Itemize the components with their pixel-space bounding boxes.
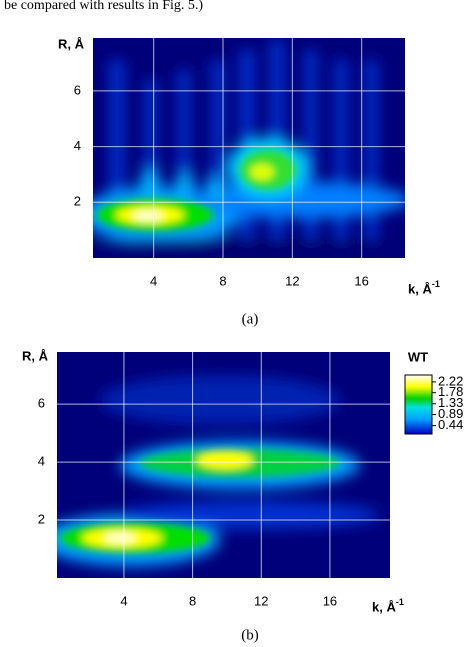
panel-caption: (b) (241, 627, 259, 643)
colorbar-tick-label: 0.89 (438, 406, 463, 421)
y-tick-label: 2 (74, 194, 81, 209)
x-tick-label: 8 (219, 273, 226, 288)
y-tick-label: 6 (38, 396, 45, 411)
colorbar-title: WT (408, 349, 428, 364)
panel-caption: (a) (242, 311, 259, 327)
intro-text: be compared with results in Fig. 5.) (4, 0, 203, 13)
colorbar-tick-label: 1.33 (438, 395, 463, 410)
y-tick-label: 4 (74, 138, 81, 153)
y-tick-label: 2 (38, 511, 45, 526)
colorbar-tick-label: 0.44 (438, 417, 463, 432)
x-tick-label: 8 (189, 593, 196, 608)
colorbar-tick-label: 2.22 (438, 373, 463, 388)
x-tick-label: 4 (150, 273, 157, 288)
x-axis-label-sup: -1 (432, 279, 440, 289)
y-tick-label: 6 (74, 82, 81, 97)
x-tick-label: 4 (120, 593, 127, 608)
y-axis-label: R, Å (58, 36, 85, 51)
x-tick-label: 12 (254, 593, 268, 608)
y-axis-label: R, Å (22, 348, 49, 363)
x-axis-label-sup: -1 (396, 597, 404, 607)
x-axis-label: k, Å-1 (372, 597, 404, 614)
x-tick-label: 16 (323, 593, 337, 608)
x-axis-label: k, Å-1 (408, 279, 440, 296)
x-tick-label: 16 (354, 273, 368, 288)
colorbar-tick-label: 1.78 (438, 384, 463, 399)
heatmap-a (93, 38, 405, 258)
x-tick-label: 12 (285, 273, 299, 288)
heatmap-b (57, 352, 390, 578)
colorbar (404, 374, 433, 435)
y-tick-label: 4 (38, 454, 45, 469)
